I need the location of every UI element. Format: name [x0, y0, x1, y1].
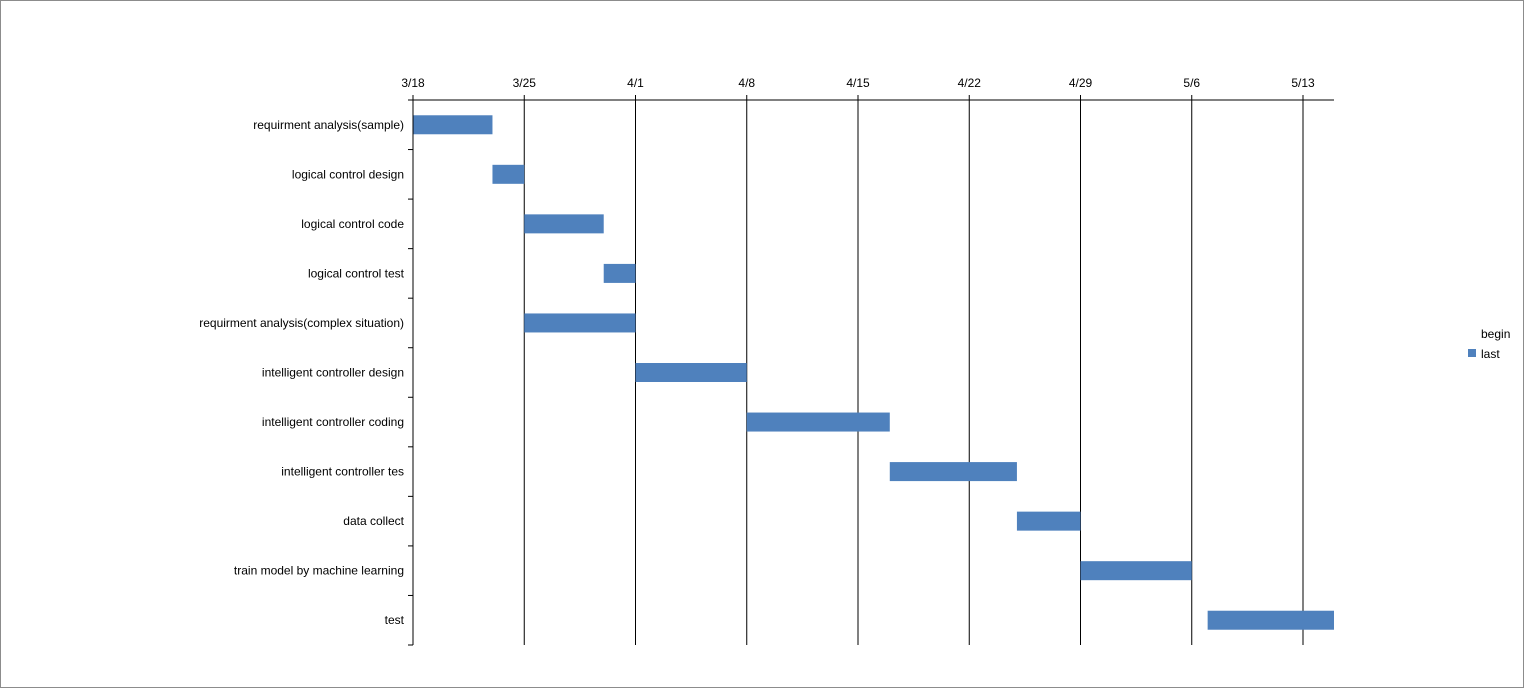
legend-swatch-last: [1468, 349, 1476, 357]
x-tick-label: 4/1: [627, 76, 644, 90]
category-label: test: [385, 613, 405, 627]
legend: begin last: [1468, 327, 1510, 361]
task-bar: [524, 214, 604, 234]
category-label: requirment analysis(sample): [253, 118, 404, 132]
task-bar: [635, 363, 747, 382]
legend-entry-last: last: [1481, 347, 1500, 361]
category-label: intelligent controller design: [262, 366, 404, 380]
x-tick-label: 3/18: [401, 76, 425, 90]
x-tick-label: 5/13: [1291, 76, 1315, 90]
x-tick-labels: 3/18 3/25 4/1 4/8 4/15 4/22 4/29 5/6 5/13: [401, 76, 1315, 90]
category-label: intelligent controller tes: [281, 465, 404, 479]
y-category-labels: requirment analysis(sample) logical contr…: [199, 118, 404, 627]
task-bar: [746, 412, 890, 432]
axes: [408, 95, 1334, 646]
task-bar: [492, 164, 525, 184]
legend-entry-begin: begin: [1481, 327, 1510, 341]
category-label: logical control test: [308, 266, 405, 280]
category-label: data collect: [343, 514, 404, 528]
task-bar: [1016, 511, 1081, 531]
category-label: train model by machine learning: [234, 564, 404, 578]
task-bar: [413, 115, 493, 135]
task-bar: [1207, 610, 1334, 630]
x-tick-label: 4/8: [738, 76, 755, 90]
task-bar: [603, 263, 636, 283]
category-label: logical control design: [292, 167, 404, 181]
x-tick-label: 4/22: [958, 76, 982, 90]
x-tick-label: 5/6: [1183, 76, 1200, 90]
task-bar: [524, 313, 636, 333]
x-tick-label: 3/25: [513, 76, 537, 90]
gridlines: [523, 100, 1304, 645]
task-bar: [1080, 561, 1192, 581]
category-label: logical control code: [301, 217, 404, 231]
category-label: requirment analysis(complex situation): [199, 316, 404, 330]
category-label: intelligent controller coding: [262, 415, 404, 429]
task-bar: [889, 462, 1017, 482]
bars: [413, 115, 1334, 630]
x-tick-label: 4/15: [846, 76, 870, 90]
x-tick-label: 4/29: [1069, 76, 1093, 90]
